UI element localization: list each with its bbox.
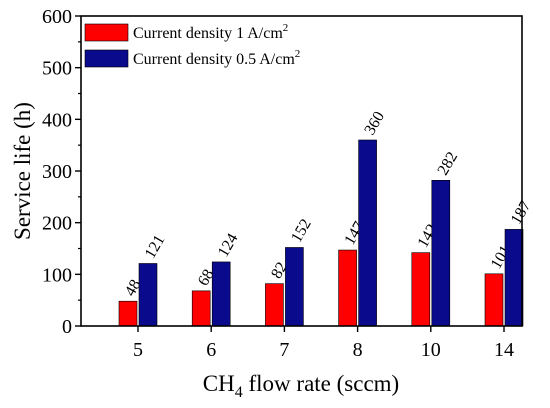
x-tick-label: 5	[133, 339, 143, 361]
y-axis-title: Service life (h)	[10, 102, 35, 240]
y-tick-label: 300	[42, 161, 72, 183]
y-tick-label: 400	[42, 109, 72, 131]
bar-current-0-5	[211, 261, 231, 327]
bar-value-label: 282	[435, 149, 462, 178]
bar-current-0-5	[285, 247, 304, 327]
y-tick-label: 100	[42, 264, 72, 286]
legend-label-2: Current density 0.5 A/cm2	[133, 48, 300, 68]
bar-current-1	[411, 252, 431, 327]
y-tick-label: 0	[62, 316, 72, 338]
x-tick-label: 7	[279, 339, 289, 361]
x-axis-title-sub: 4	[235, 384, 243, 401]
bar-value-label: 124	[215, 231, 242, 260]
legend: Current density 1 A/cm2 Current density …	[84, 22, 300, 68]
bar-current-1	[338, 249, 357, 327]
bar-value-label: 121	[142, 232, 169, 261]
x-axis-title: CH4 flow rate (sccm)	[203, 371, 399, 401]
y-tick-label: 200	[42, 213, 72, 235]
bar-value-label: 360	[361, 109, 388, 138]
y-tick-label: 500	[42, 58, 72, 80]
bar-current-0-5	[138, 263, 158, 327]
bar-value-label: 152	[288, 216, 315, 245]
bar-current-1	[191, 290, 211, 327]
legend-label-2-text: Current density 0.5 A/cm	[133, 51, 295, 68]
x-tick-label: 10	[421, 339, 441, 361]
bar-current-1	[118, 300, 138, 327]
x-tick-label: 8	[353, 339, 363, 361]
x-axis-title-pre: CH	[203, 371, 235, 396]
legend-label-2-sup: 2	[295, 48, 301, 60]
legend-label-1: Current density 1 A/cm2	[133, 22, 288, 42]
x-tick-label: 6	[206, 339, 216, 361]
x-axis-title-post: flow rate (sccm)	[243, 371, 399, 396]
plot-frame	[80, 15, 523, 327]
bar-current-0-5	[504, 229, 524, 327]
bar-current-0-5	[358, 139, 377, 327]
legend-swatch-1	[84, 23, 129, 42]
bar-current-1	[265, 283, 284, 327]
legend-swatch-2	[84, 49, 129, 68]
bar-current-0-5	[431, 180, 451, 327]
bar-current-1	[484, 273, 504, 327]
legend-label-1-text: Current density 1 A/cm	[133, 25, 283, 42]
x-tick-label: 14	[494, 339, 514, 361]
legend-label-1-sup: 2	[283, 22, 289, 34]
bar-value-label: 187	[508, 198, 535, 227]
y-tick-label: 600	[42, 6, 72, 28]
